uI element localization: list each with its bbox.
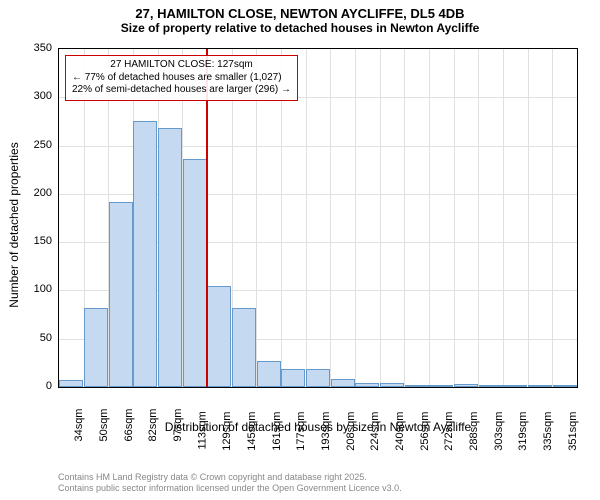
footer-line2: Contains public sector information licen…: [58, 483, 402, 494]
bar: [528, 385, 552, 387]
bar: [553, 385, 577, 387]
chart-container: 27, HAMILTON CLOSE, NEWTON AYCLIFFE, DL5…: [0, 0, 600, 500]
gridline-v: [330, 49, 331, 387]
gridline-v: [552, 49, 553, 387]
annotation-box: 27 HAMILTON CLOSE: 127sqm← 77% of detach…: [65, 55, 298, 101]
ytick-label: 50: [12, 332, 52, 344]
bar: [133, 121, 157, 387]
bar: [429, 385, 453, 387]
x-axis-label: Distribution of detached houses by size …: [58, 420, 578, 442]
bar: [281, 369, 305, 387]
footer-line1: Contains HM Land Registry data © Crown c…: [58, 472, 402, 483]
plot-area: Number of detached properties 27 HAMILTO…: [58, 48, 578, 418]
gridline-v: [306, 49, 307, 387]
bar: [380, 383, 404, 387]
bar: [232, 308, 256, 387]
bar: [59, 380, 83, 387]
footer: Contains HM Land Registry data © Crown c…: [58, 472, 402, 494]
ytick-label: 100: [12, 283, 52, 295]
bar: [503, 385, 527, 387]
bar: [257, 361, 281, 387]
bar: [84, 308, 108, 387]
gridline-v: [478, 49, 479, 387]
ytick-label: 250: [12, 139, 52, 151]
annotation-line: 22% of semi-detached houses are larger (…: [72, 84, 291, 97]
gridline-v: [528, 49, 529, 387]
gridline-v: [404, 49, 405, 387]
bar: [158, 128, 182, 387]
bar: [109, 202, 133, 387]
ytick-label: 200: [12, 187, 52, 199]
bar: [355, 383, 379, 387]
ytick-label: 0: [12, 380, 52, 392]
annotation-line: 27 HAMILTON CLOSE: 127sqm: [72, 59, 291, 72]
chart-subtitle: Size of property relative to detached ho…: [0, 21, 600, 39]
bar: [306, 369, 330, 387]
bar: [479, 385, 503, 387]
gridline-v: [454, 49, 455, 387]
ytick-label: 300: [12, 90, 52, 102]
bar: [207, 286, 231, 387]
gridline-v: [503, 49, 504, 387]
ytick-label: 350: [12, 42, 52, 54]
chart-title: 27, HAMILTON CLOSE, NEWTON AYCLIFFE, DL5…: [0, 0, 600, 21]
bar: [331, 379, 355, 387]
bar: [183, 159, 207, 387]
bar: [454, 384, 478, 387]
gridline-v: [380, 49, 381, 387]
gridline-v: [429, 49, 430, 387]
bar: [405, 385, 429, 387]
annotation-line: ← 77% of detached houses are smaller (1,…: [72, 72, 291, 85]
ytick-label: 150: [12, 235, 52, 247]
gridline-v: [355, 49, 356, 387]
plot: 27 HAMILTON CLOSE: 127sqm← 77% of detach…: [58, 48, 578, 388]
